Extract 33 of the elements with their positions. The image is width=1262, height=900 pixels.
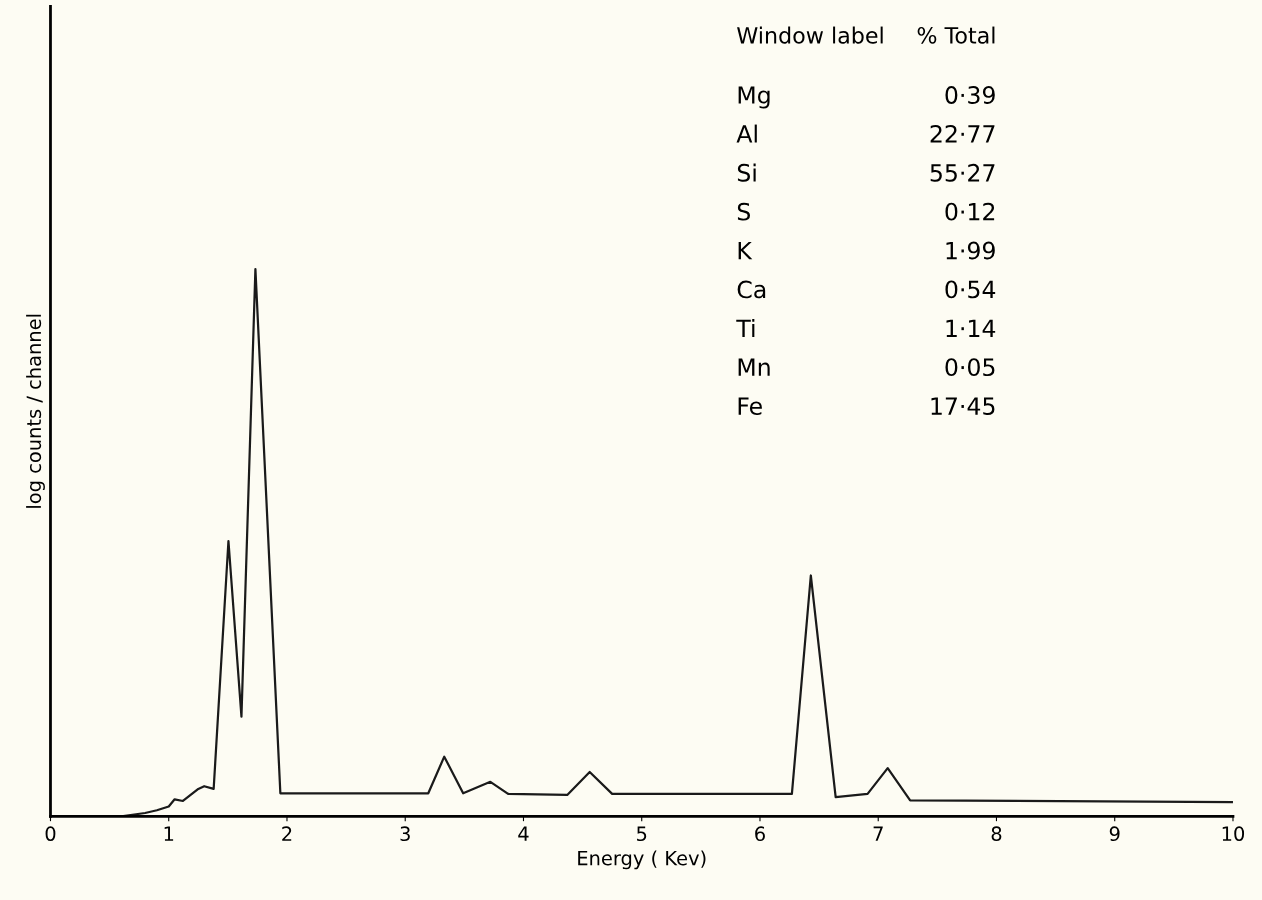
x-tick-label: 9 [1109,826,1120,842]
annotation: Fe [738,397,762,415]
text: 0·12 [945,202,995,221]
x-tick-label: 1 [164,826,174,841]
x-axis-title: Energy ( Kev) [578,850,706,870]
annotation: 0·05 [945,358,995,377]
text: 0·39 [945,86,995,104]
text: Mg [738,86,770,109]
x-tick-label: 2 [282,826,292,841]
text: 22·77 [930,124,995,143]
text: Si [737,163,756,182]
x-tick-label: 6 [755,826,765,842]
x-tick-label: 8 [991,826,1002,842]
annotation: 1·14 [946,319,996,337]
x-tick-label: 4 [518,826,529,841]
annotation: 17·45 [931,397,995,415]
text: 55·27 [930,163,995,182]
x-tick-label: 10 [1222,826,1245,842]
text: % Total [917,26,995,44]
annotation: Ca [737,280,766,299]
text: Al [736,124,757,143]
text: Window label [737,26,883,44]
y-axis-title: log counts / channel [26,314,45,508]
x-tick-label: 5 [637,826,647,842]
annotation: Ti [736,318,755,337]
text: 1·99 [946,241,995,260]
x-tick-label: 0 [45,826,56,842]
annotation: 0·54 [945,280,996,299]
annotation: Mn [738,358,770,376]
text: S [737,202,750,221]
x-tick-label: 3 [400,826,410,842]
x-tick-label: 7 [873,826,883,841]
text: K [738,241,753,260]
